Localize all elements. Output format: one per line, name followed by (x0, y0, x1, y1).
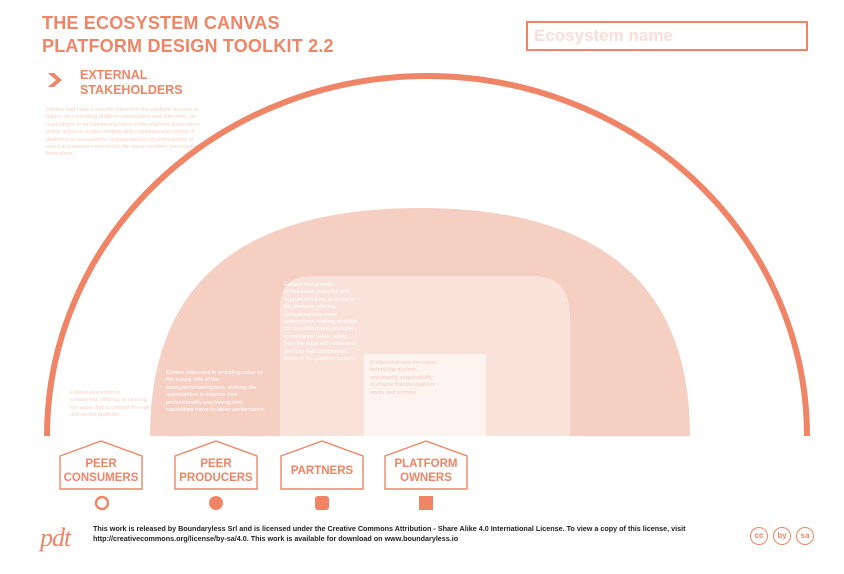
license-line-2: http://creativecommons.org/license/by-sa… (93, 534, 459, 543)
role-label-line-1: PLATFORM (394, 458, 458, 470)
chevron-right-icon (48, 73, 62, 87)
title-line-2: PLATFORM DESIGN TOOLKIT 2.2 (42, 36, 334, 56)
partners-description: Entities that provide professional, powe… (284, 282, 358, 363)
role-peer-producers[interactable]: PEER PRODUCERS (174, 440, 258, 490)
role-label-line-2: OWNERS (400, 472, 452, 484)
role-partners[interactable]: PARTNERS (280, 440, 364, 490)
cc-icon: cc (750, 527, 768, 545)
role-label-line-1: PEER (85, 458, 117, 470)
sa-icon: sa (796, 527, 814, 545)
house-outline-icon (174, 440, 258, 490)
title-line-1: THE ECOSYSTEM CANVAS (42, 13, 280, 33)
external-stakeholders-title: EXTERNAL STAKEHOLDERS (80, 68, 183, 98)
role-label: PARTNERS (280, 464, 364, 478)
license-text: This work is released by Boundaryless Sr… (93, 524, 723, 544)
ecosystem-name-input[interactable] (526, 21, 808, 51)
external-title-line-1: EXTERNAL (80, 68, 148, 82)
role-label-line-2: PRODUCERS (179, 472, 253, 484)
role-label: PEER PRODUCERS (174, 457, 258, 485)
role-label-line-2: CONSUMERS (63, 472, 139, 484)
role-peer-consumers[interactable]: PEER CONSUMERS (59, 440, 143, 490)
role-label: PLATFORM OWNERS (384, 457, 468, 485)
house-outline-icon (280, 440, 364, 490)
platform-owners-description: Entities that own the vision behind the … (370, 360, 437, 396)
owners-zone (364, 354, 486, 436)
license-line-1: This work is released by Boundaryless Sr… (93, 524, 686, 533)
role-platform-owners[interactable]: PLATFORM OWNERS (384, 440, 468, 490)
external-arc (44, 73, 810, 437)
square-icon (419, 496, 433, 510)
role-label-line-1: PEER (200, 458, 232, 470)
external-title-line-2: STAKEHOLDERS (80, 83, 183, 97)
house-outline-icon (384, 440, 468, 490)
hollow-circle-icon (94, 495, 110, 511)
by-icon: by (773, 527, 791, 545)
external-stakeholders-description: Entities that have a specific interest i… (46, 107, 202, 158)
peer-consumers-description: Entities interested in consuming, utiliz… (70, 390, 150, 419)
page-title: THE ECOSYSTEM CANVAS PLATFORM DESIGN TOO… (42, 12, 334, 58)
peer-producers-description: Entities interested in providing value o… (166, 370, 266, 414)
role-label-line-1: PARTNERS (290, 465, 354, 477)
house-outline-icon (59, 440, 143, 490)
filled-circle-icon (209, 496, 223, 510)
rounded-square-icon (315, 496, 329, 510)
pdt-logo: pdt (40, 523, 71, 552)
role-label: PEER CONSUMERS (59, 457, 143, 485)
